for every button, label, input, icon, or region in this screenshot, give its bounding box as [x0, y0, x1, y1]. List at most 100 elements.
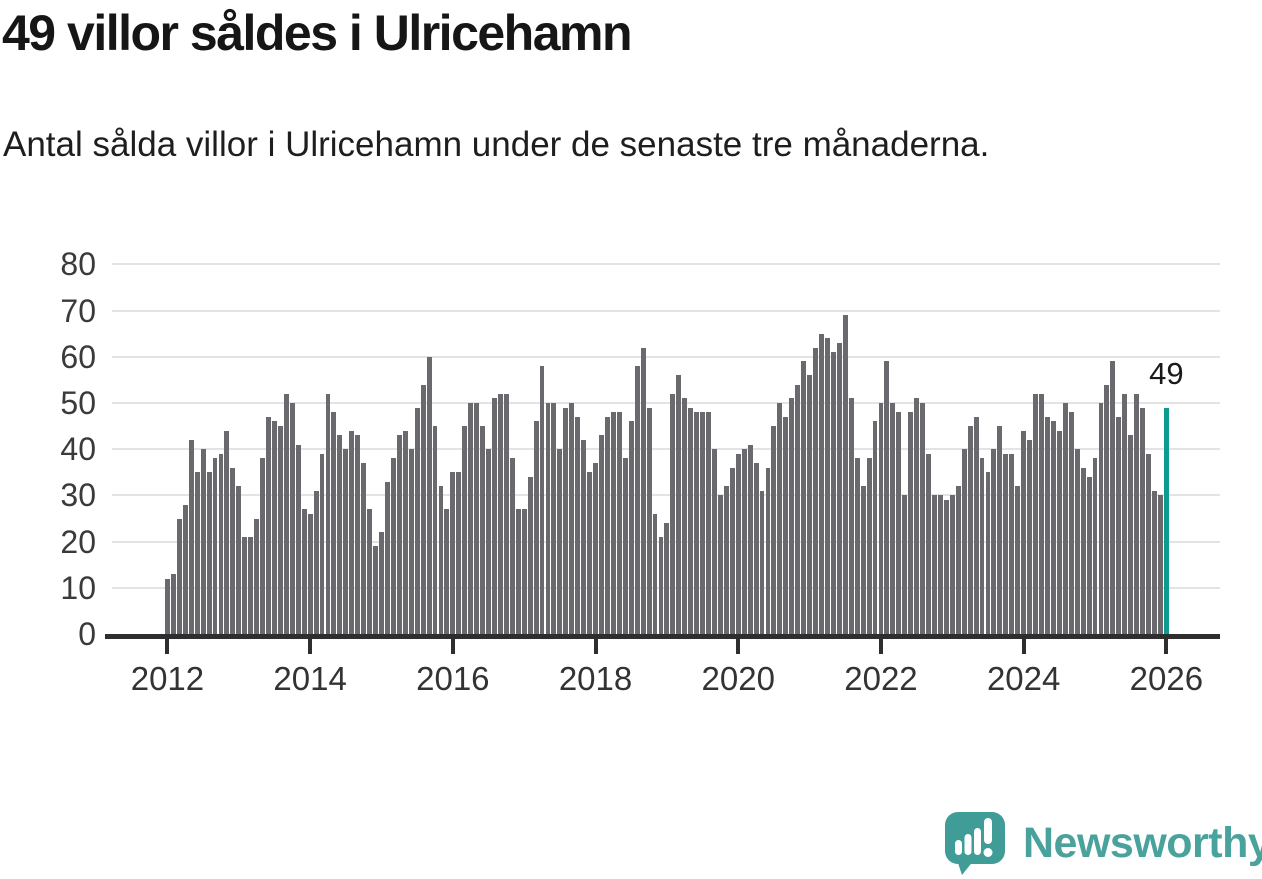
bar — [408, 449, 414, 634]
bar — [367, 509, 373, 634]
bar — [1134, 393, 1140, 634]
bar — [533, 421, 539, 634]
y-axis-label-30: 30 — [60, 477, 96, 514]
bar — [991, 449, 997, 634]
bar — [188, 439, 194, 634]
bar — [854, 458, 860, 634]
bar — [390, 458, 396, 634]
chart-subtitle: Antal sålda villor i Ulricehamn under de… — [3, 125, 990, 164]
x-axis-tick-2026 — [1164, 639, 1169, 654]
bar — [283, 393, 289, 634]
bar — [658, 536, 664, 634]
bar — [254, 518, 260, 634]
bar — [628, 421, 634, 634]
bar — [1098, 403, 1104, 634]
bar — [289, 403, 295, 634]
bar — [1015, 486, 1021, 634]
bar — [949, 495, 955, 634]
bar — [313, 490, 319, 634]
bar — [301, 509, 307, 634]
bar — [462, 426, 468, 634]
gridline-70 — [112, 309, 1220, 312]
bar — [1152, 490, 1157, 634]
bar — [795, 384, 801, 634]
bar — [813, 347, 818, 634]
x-axis-label-2020: 2020 — [701, 660, 775, 697]
bar — [355, 435, 361, 634]
x-axis-line — [105, 634, 1220, 639]
bar — [486, 449, 491, 634]
bar — [640, 347, 646, 634]
bar — [926, 453, 931, 634]
bar — [545, 403, 551, 634]
bar — [700, 412, 706, 634]
bar — [920, 403, 926, 634]
bar — [765, 467, 771, 634]
bar — [706, 412, 711, 634]
gridline-40 — [112, 448, 1220, 451]
bar — [414, 407, 420, 634]
bar — [884, 361, 890, 634]
x-axis-tick-2024 — [1021, 639, 1026, 654]
bar — [343, 449, 349, 634]
bar — [515, 509, 521, 634]
bar — [236, 486, 242, 634]
x-axis-tick-2014 — [308, 639, 313, 654]
bar — [402, 430, 408, 634]
bar — [266, 416, 271, 634]
bar — [295, 444, 301, 634]
bar — [230, 467, 236, 634]
gridline-80 — [112, 263, 1220, 266]
bar — [997, 426, 1003, 634]
x-axis-label-2018: 2018 — [558, 660, 633, 697]
bar — [194, 472, 200, 634]
bar — [438, 486, 444, 634]
x-axis-label-2016: 2016 — [416, 660, 490, 697]
x-axis-label-2024: 2024 — [986, 660, 1061, 697]
bar — [872, 421, 878, 634]
bar — [937, 495, 943, 634]
bar — [331, 412, 337, 634]
bar — [307, 513, 313, 634]
bar — [908, 412, 914, 634]
bar — [646, 407, 652, 634]
x-axis-tick-2022 — [878, 639, 883, 654]
bar — [480, 426, 486, 634]
bar — [777, 403, 783, 634]
y-axis-label-0: 0 — [78, 616, 96, 652]
bar — [878, 403, 884, 634]
x-axis-tick-2020 — [736, 639, 741, 654]
bar — [973, 416, 979, 634]
bar — [914, 398, 920, 634]
bar — [890, 403, 896, 634]
bar — [896, 412, 902, 634]
bar — [373, 546, 378, 634]
bar — [450, 472, 456, 634]
x-axis-tick-2018 — [593, 639, 598, 654]
gridline-50 — [112, 402, 1220, 404]
bar — [521, 509, 527, 634]
gridline-30 — [112, 494, 1220, 497]
bar — [1092, 458, 1098, 634]
bar — [622, 458, 628, 634]
bar — [789, 398, 795, 634]
y-axis-label-40: 40 — [60, 431, 96, 468]
bar — [688, 407, 694, 634]
bar — [932, 495, 937, 634]
bar — [200, 449, 206, 634]
bar — [551, 403, 557, 634]
bar — [1074, 449, 1080, 634]
last-value-annotation: 49 — [1149, 356, 1184, 391]
bar — [652, 513, 658, 634]
newsworthy-logo: Newsworthy — [942, 810, 1262, 876]
bar — [1039, 393, 1044, 634]
bar — [337, 435, 343, 634]
bar — [569, 403, 575, 634]
bar — [807, 375, 813, 634]
bar — [474, 403, 480, 634]
bar — [866, 458, 872, 634]
bar — [420, 384, 426, 634]
x-axis-label-2026: 2026 — [1129, 660, 1204, 697]
bar — [1140, 407, 1146, 634]
